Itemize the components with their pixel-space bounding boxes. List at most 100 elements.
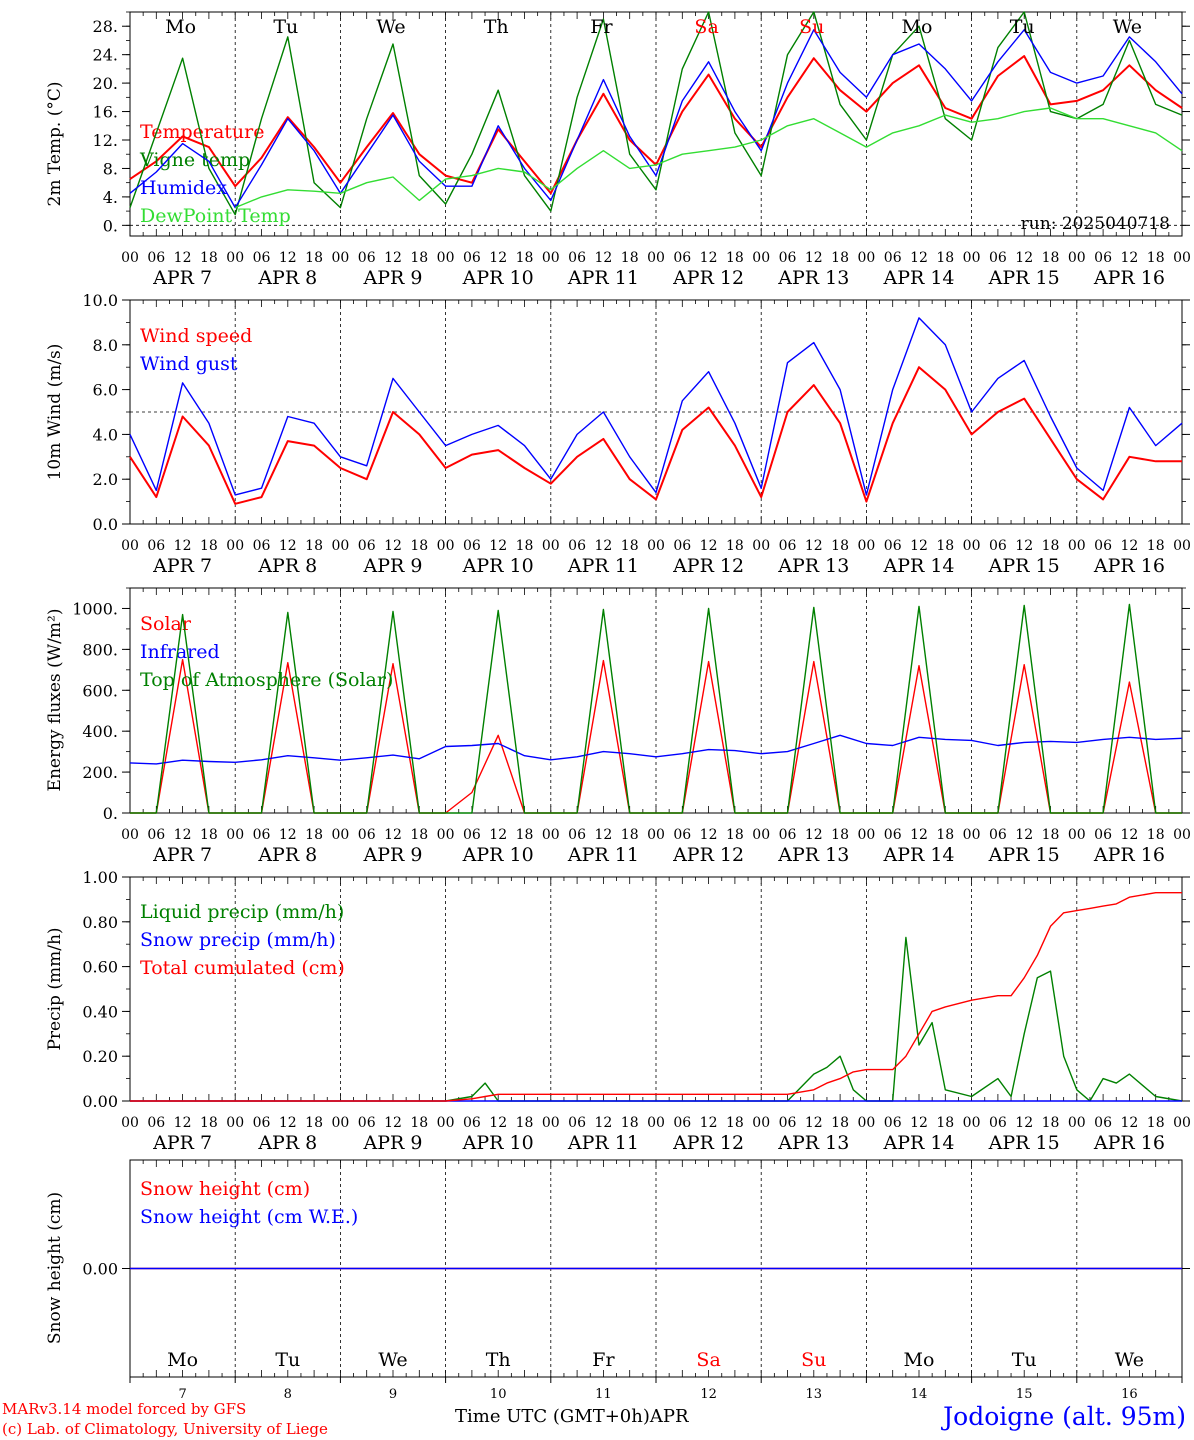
y-tick-label: 16. bbox=[93, 103, 118, 122]
hour-tick-label: 00 bbox=[1068, 827, 1086, 843]
hour-tick-label: 18 bbox=[1042, 250, 1060, 266]
date-label: APR 9 bbox=[363, 844, 423, 866]
hour-tick-label: 06 bbox=[1094, 250, 1112, 266]
date-label: APR 9 bbox=[363, 267, 423, 289]
hour-tick-label: 18 bbox=[305, 538, 323, 554]
hour-tick-label: 12 bbox=[279, 250, 297, 266]
hour-tick-label: 00 bbox=[121, 827, 139, 843]
hour-tick-label: 00 bbox=[857, 827, 875, 843]
hour-tick-label: 18 bbox=[410, 538, 428, 554]
hour-tick-label: 12 bbox=[700, 827, 718, 843]
day-label: Th bbox=[486, 1349, 511, 1371]
day-label: Tu bbox=[273, 16, 298, 38]
series-line bbox=[129, 317, 1183, 496]
series-line bbox=[129, 29, 1183, 209]
y-tick-label: 0. bbox=[103, 216, 118, 235]
date-label: APR 11 bbox=[567, 1132, 639, 1154]
hour-tick-label: 06 bbox=[1094, 1115, 1112, 1131]
date-label: APR 10 bbox=[462, 844, 534, 866]
hour-tick-label: 00 bbox=[121, 1115, 139, 1131]
y-tick-label: 2.0 bbox=[93, 470, 118, 489]
hour-tick-label: 18 bbox=[410, 250, 428, 266]
date-label: APR 10 bbox=[462, 267, 534, 289]
hour-tick-label: 12 bbox=[594, 1115, 612, 1131]
hour-tick-label: 18 bbox=[726, 1115, 744, 1131]
date-label: APR 8 bbox=[257, 555, 317, 577]
hour-tick-label: 06 bbox=[147, 827, 165, 843]
hour-tick-label: 00 bbox=[1068, 538, 1086, 554]
run-label: run: 2025040718 bbox=[1021, 214, 1170, 234]
hour-tick-label: 00 bbox=[331, 538, 349, 554]
hour-tick-label: 12 bbox=[489, 1115, 507, 1131]
hour-tick-label: 12 bbox=[910, 827, 928, 843]
y-tick-label: 10.0 bbox=[82, 291, 118, 310]
day-label: Mo bbox=[167, 1349, 198, 1371]
hour-tick-label: 12 bbox=[805, 827, 823, 843]
hour-tick-label: 00 bbox=[226, 1115, 244, 1131]
series-line bbox=[129, 11, 1183, 216]
time-axis-label: Time UTC (GMT+0h)APR bbox=[455, 1406, 689, 1427]
hour-tick-label: 12 bbox=[489, 538, 507, 554]
hour-tick-label: 00 bbox=[542, 1115, 560, 1131]
hour-tick-label: 00 bbox=[437, 250, 455, 266]
hour-tick-label: 00 bbox=[647, 827, 665, 843]
hour-tick-label: 06 bbox=[463, 827, 481, 843]
hour-tick-label: 18 bbox=[410, 1115, 428, 1131]
hour-tick-label: 18 bbox=[1147, 1115, 1165, 1131]
date-label: APR 8 bbox=[257, 267, 317, 289]
hour-tick-label: 06 bbox=[884, 827, 902, 843]
hour-tick-label: 00 bbox=[963, 827, 981, 843]
hour-tick-label: 18 bbox=[936, 538, 954, 554]
day-label: We bbox=[1113, 16, 1142, 38]
hour-tick-label: 06 bbox=[463, 538, 481, 554]
hour-tick-label: 12 bbox=[910, 538, 928, 554]
hour-tick-label: 18 bbox=[726, 250, 744, 266]
hour-tick-label: 00 bbox=[647, 1115, 665, 1131]
hour-tick-label: 06 bbox=[673, 1115, 691, 1131]
hour-tick-label: 06 bbox=[147, 250, 165, 266]
date-label: APR 12 bbox=[672, 1132, 744, 1154]
y-tick-label: 12. bbox=[93, 131, 118, 150]
day-number-label: 13 bbox=[806, 1387, 823, 1402]
hour-tick-label: 00 bbox=[1173, 827, 1191, 843]
hour-tick-label: 18 bbox=[200, 827, 218, 843]
date-label: APR 14 bbox=[882, 267, 954, 289]
day-label: Mo bbox=[902, 16, 933, 38]
hour-tick-label: 12 bbox=[489, 250, 507, 266]
hour-tick-label: 06 bbox=[253, 1115, 271, 1131]
date-label: APR 7 bbox=[152, 844, 212, 866]
credit-line-1: MARv3.14 model forced by GFS bbox=[2, 1400, 247, 1418]
date-label: APR 14 bbox=[882, 844, 954, 866]
hour-tick-label: 12 bbox=[384, 1115, 402, 1131]
date-label: APR 16 bbox=[1093, 844, 1165, 866]
hour-tick-label: 12 bbox=[384, 827, 402, 843]
y-tick-label: 1000. bbox=[72, 599, 118, 618]
day-label: Tu bbox=[275, 1349, 300, 1371]
hour-tick-label: 12 bbox=[174, 827, 192, 843]
hour-tick-label: 12 bbox=[174, 1115, 192, 1131]
hour-tick-label: 18 bbox=[200, 250, 218, 266]
hour-tick-label: 12 bbox=[805, 538, 823, 554]
hour-tick-label: 06 bbox=[884, 1115, 902, 1131]
date-label: APR 11 bbox=[567, 844, 639, 866]
hour-tick-label: 18 bbox=[726, 538, 744, 554]
series-line bbox=[129, 366, 1182, 505]
y-tick-label: 24. bbox=[93, 46, 118, 65]
hour-tick-label: 06 bbox=[1094, 538, 1112, 554]
hour-tick-label: 18 bbox=[1042, 1115, 1060, 1131]
hour-tick-label: 12 bbox=[1120, 250, 1138, 266]
hour-tick-label: 00 bbox=[226, 538, 244, 554]
hour-tick-label: 06 bbox=[989, 1115, 1007, 1131]
legend-entry: Wind speed bbox=[140, 325, 252, 347]
date-label: APR 8 bbox=[257, 1132, 317, 1154]
hour-tick-label: 06 bbox=[568, 1115, 586, 1131]
hour-tick-label: 00 bbox=[226, 827, 244, 843]
hour-tick-label: 00 bbox=[331, 1115, 349, 1131]
y-tick-label: 8. bbox=[103, 159, 118, 178]
hour-tick-label: 18 bbox=[516, 538, 534, 554]
day-label: Th bbox=[484, 16, 509, 38]
day-number-label: 12 bbox=[700, 1387, 717, 1402]
panel-1: 0. 4. 8. 12. 16. 20. 24. 28. 2m Temp. (°C) Temper… bbox=[45, 11, 1191, 289]
hour-tick-label: 12 bbox=[279, 1115, 297, 1131]
date-label: APR 16 bbox=[1093, 555, 1165, 577]
